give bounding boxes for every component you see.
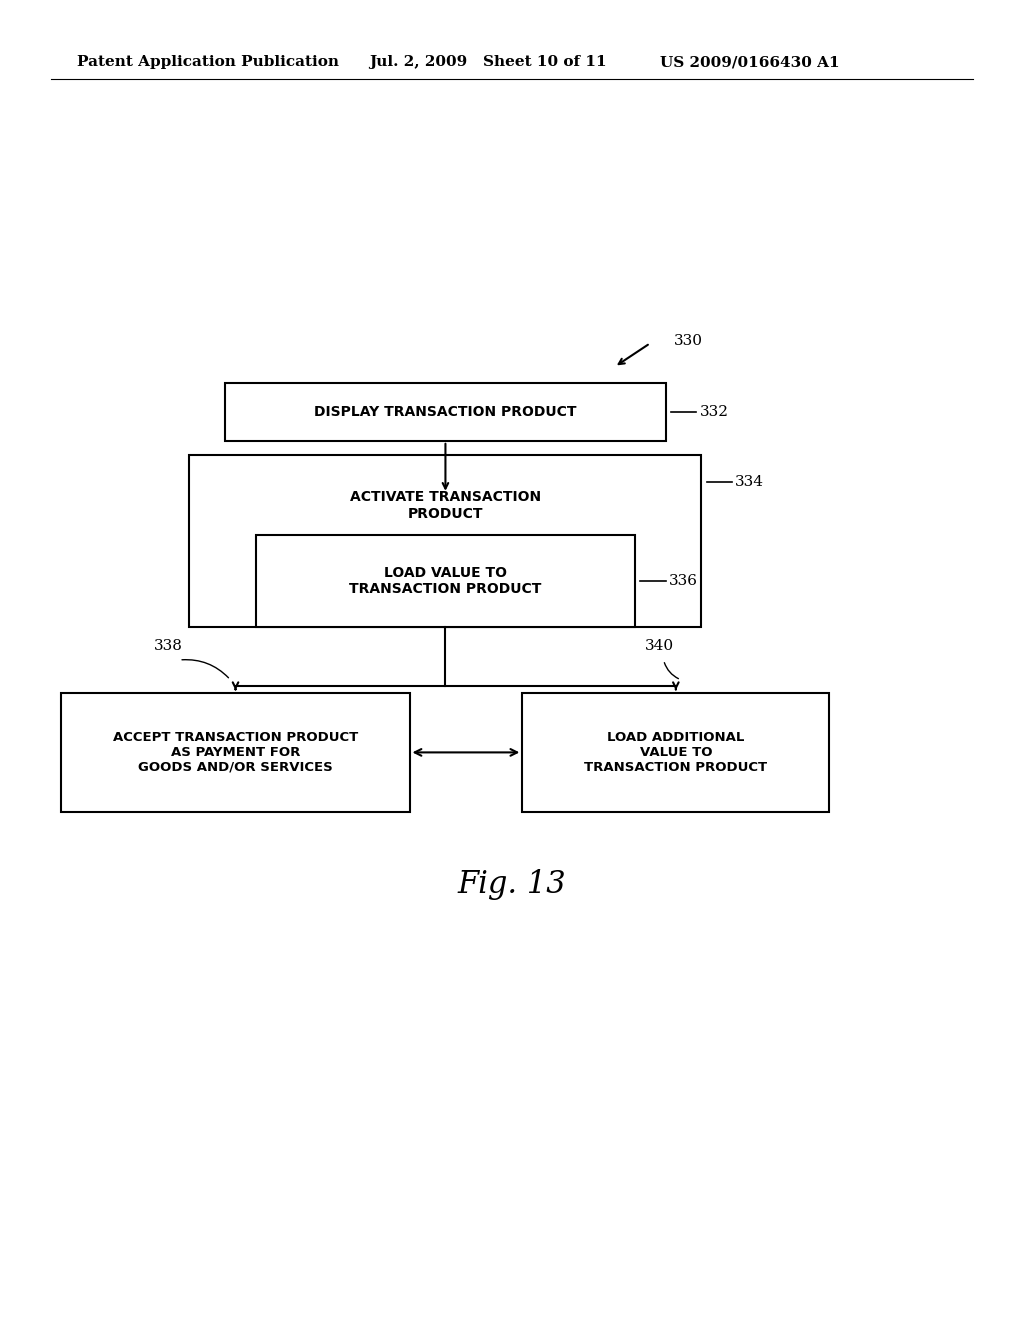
FancyBboxPatch shape — [522, 693, 829, 812]
Text: LOAD ADDITIONAL
VALUE TO
TRANSACTION PRODUCT: LOAD ADDITIONAL VALUE TO TRANSACTION PRO… — [585, 731, 767, 774]
FancyBboxPatch shape — [189, 455, 701, 627]
Text: 338: 338 — [154, 639, 182, 653]
FancyBboxPatch shape — [225, 383, 666, 441]
FancyBboxPatch shape — [256, 535, 635, 627]
Text: ACCEPT TRANSACTION PRODUCT
AS PAYMENT FOR
GOODS AND/OR SERVICES: ACCEPT TRANSACTION PRODUCT AS PAYMENT FO… — [113, 731, 358, 774]
Text: DISPLAY TRANSACTION PRODUCT: DISPLAY TRANSACTION PRODUCT — [314, 405, 577, 418]
Text: ACTIVATE TRANSACTION
PRODUCT: ACTIVATE TRANSACTION PRODUCT — [350, 491, 541, 520]
Text: 334: 334 — [735, 475, 764, 488]
FancyBboxPatch shape — [61, 693, 410, 812]
Text: Patent Application Publication: Patent Application Publication — [77, 55, 339, 69]
Text: 340: 340 — [645, 639, 674, 653]
Text: 336: 336 — [669, 574, 697, 587]
Text: 330: 330 — [674, 334, 702, 347]
Text: Fig. 13: Fig. 13 — [458, 869, 566, 900]
Text: Jul. 2, 2009   Sheet 10 of 11: Jul. 2, 2009 Sheet 10 of 11 — [369, 55, 606, 69]
Text: US 2009/0166430 A1: US 2009/0166430 A1 — [660, 55, 840, 69]
Text: LOAD VALUE TO
TRANSACTION PRODUCT: LOAD VALUE TO TRANSACTION PRODUCT — [349, 566, 542, 595]
Text: 332: 332 — [699, 405, 728, 418]
